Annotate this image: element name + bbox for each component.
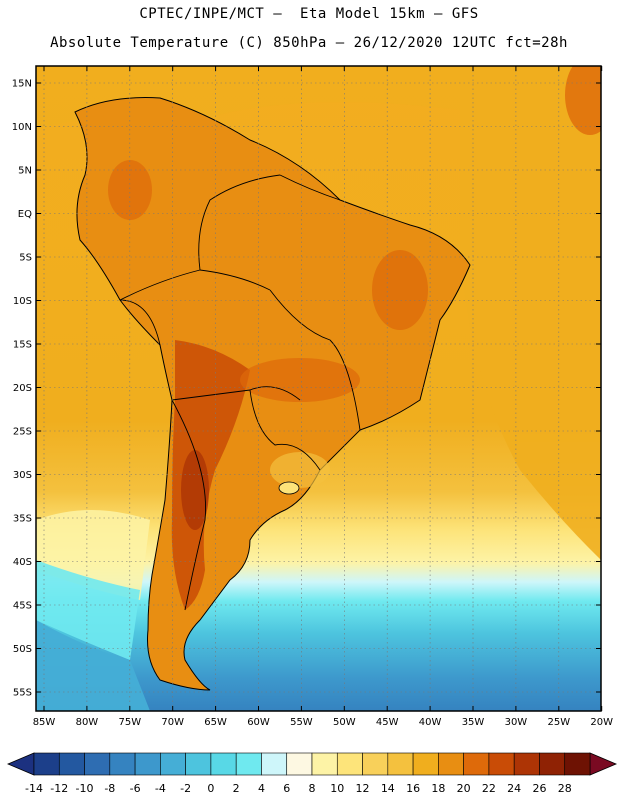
colorbar-swatch <box>362 752 389 776</box>
lon-label: 85W <box>33 717 56 728</box>
colorbar-label: 22 <box>482 782 496 795</box>
lat-label: 15N <box>12 79 32 90</box>
colorbar-label: 0 <box>207 782 214 795</box>
colorbar-swatch <box>513 752 540 776</box>
colorbar-swatch <box>387 752 414 776</box>
colorbar-label: 6 <box>283 782 290 795</box>
colorbar-label: -12 <box>50 782 68 795</box>
lon-label: 30W <box>505 717 528 728</box>
atlantic-warm-field <box>460 66 601 560</box>
colorbar-label: -8 <box>104 782 115 795</box>
colorbar-swatch <box>311 752 338 776</box>
lat-label: 5N <box>18 166 32 177</box>
argentina-hot-spot <box>181 450 209 530</box>
uruguay-mild <box>270 452 330 488</box>
map-title-line1: CPTEC/INPE/MCT – Eta Model 15km – GFS <box>139 6 479 22</box>
northeast-brazil-warm <box>372 250 428 330</box>
lon-label: 50W <box>333 717 356 728</box>
lat-label: 10S <box>13 296 32 307</box>
colorbar-label: -10 <box>76 782 94 795</box>
colorbar-under-arrow <box>6 752 35 776</box>
colorbar-swatch <box>84 752 111 776</box>
lon-label: 55W <box>290 717 313 728</box>
lon-label: 25W <box>547 717 570 728</box>
longitude-labels: 85W 80W 75W 70W 65W 60W 55W 50W 45W 40W 35W 30W 25W 2… <box>33 717 613 728</box>
lat-label: 35S <box>13 514 32 525</box>
colorbar-label: 18 <box>431 782 445 795</box>
lat-label: 55S <box>13 688 32 699</box>
lon-label: 45W <box>376 717 399 728</box>
lat-label: 25S <box>13 427 32 438</box>
lon-label: 65W <box>204 717 227 728</box>
lon-label: 40W <box>419 717 442 728</box>
colorbar-swatch <box>235 752 262 776</box>
latitude-labels: 15N 10N 5N EQ 5S 10S 15S 20S 25S 30S 35S 40S 45S 50S 5… <box>12 79 32 699</box>
lat-label: 10N <box>12 122 32 133</box>
pacific-cold-band <box>36 560 140 660</box>
colorbar-swatch <box>210 752 237 776</box>
colorbar-label: 24 <box>507 782 521 795</box>
colorbar-over-arrow <box>589 752 618 776</box>
colorbar-swatch <box>109 752 136 776</box>
colorbar-swatch <box>463 752 490 776</box>
country-borders <box>119 174 361 611</box>
lon-label: 60W <box>247 717 270 728</box>
colorbar-swatch <box>261 752 288 776</box>
pacific-colder-band <box>36 620 150 711</box>
colorbar-swatch <box>539 752 566 776</box>
lat-label: 40S <box>13 557 32 568</box>
map-frame <box>35 65 602 712</box>
colorbar-swatch <box>286 752 313 776</box>
forecast-map: 15N 10N 5N EQ 5S 10S 15S 20S 25S 30S 35S 40S 45S 50S 5… <box>12 65 613 728</box>
warm-core-ne <box>565 66 601 135</box>
colorbar-label: 26 <box>532 782 546 795</box>
lat-label: 45S <box>13 601 32 612</box>
colorbar-label: 20 <box>457 782 471 795</box>
colorbar-swatch <box>488 752 515 776</box>
colorbar-label: 2 <box>233 782 240 795</box>
lat-label: 30S <box>13 470 32 481</box>
lat-label: 15S <box>13 340 32 351</box>
colorbar-label: 12 <box>356 782 370 795</box>
colorbar-label: 4 <box>258 782 265 795</box>
colorbar-label: 10 <box>330 782 344 795</box>
map-title-line2: Absolute Temperature (C) 850hPa – 26/12/… <box>50 35 568 51</box>
axis-ticks <box>36 66 603 711</box>
lat-label: 50S <box>13 644 32 655</box>
lon-label: 70W <box>161 717 184 728</box>
colorbar-swatch <box>336 752 363 776</box>
colorbar-label: -6 <box>130 782 141 795</box>
colorbar-label: -2 <box>180 782 191 795</box>
colorbar-swatch <box>160 752 186 776</box>
colorbar-swatch <box>33 752 60 776</box>
lat-label: 5S <box>19 253 32 264</box>
colorbar-label: 16 <box>406 782 420 795</box>
colorbar-swatch <box>134 752 161 776</box>
lat-label: 20S <box>13 383 32 394</box>
andes-hot-core <box>171 340 250 610</box>
colorbar-swatch <box>185 752 212 776</box>
lon-label: 80W <box>76 717 99 728</box>
lon-label: 75W <box>118 717 141 728</box>
lon-label: 35W <box>462 717 485 728</box>
colorbar-swatch <box>58 752 85 776</box>
colorbar-label: -14 <box>25 782 43 795</box>
colorbar-label: 8 <box>309 782 316 795</box>
lat-label: EQ <box>18 209 32 220</box>
colorbar-swatch <box>564 752 591 776</box>
central-brazil-warm <box>240 358 360 402</box>
colorbar-label: 28 <box>558 782 572 795</box>
colorbar-swatch <box>412 752 439 776</box>
rio-de-la-plata <box>278 481 300 495</box>
colorbar-label: 14 <box>381 782 395 795</box>
temperature-colorbar: -14 -12 -10 -8 -6 -4 -2 0 2 4 6 8 10 12 14 16 18 20 22 24 26… <box>6 752 618 795</box>
colombia-warm <box>108 160 152 220</box>
colorbar-label: -4 <box>155 782 166 795</box>
colorbar-swatch <box>438 752 464 776</box>
lon-label: 20W <box>590 717 613 728</box>
